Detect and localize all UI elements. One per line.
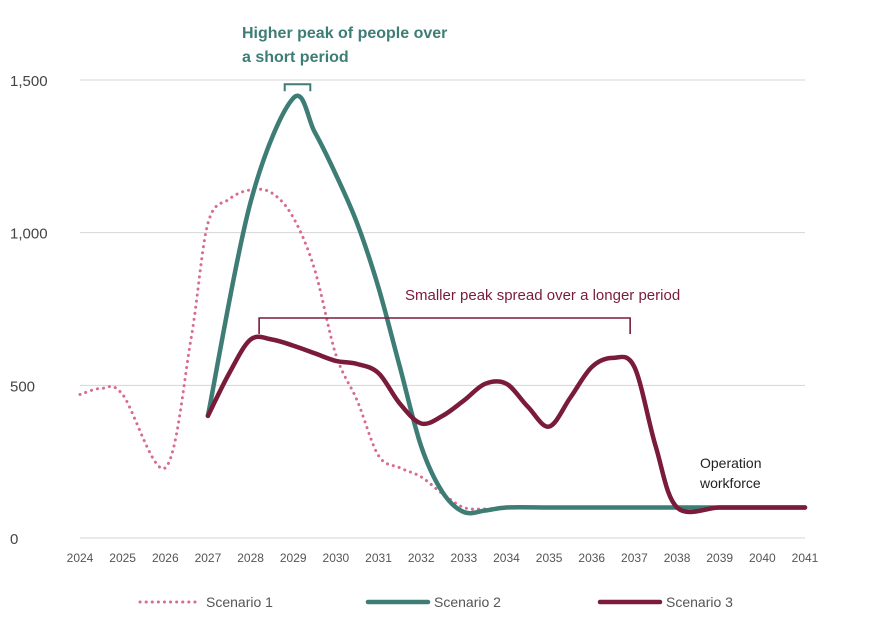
smaller-peak-annotation: Smaller peak spread over a longer period: [405, 287, 680, 304]
scenario-1-line: [78, 187, 508, 511]
x-tick-label-2036: 2036: [578, 551, 605, 565]
higher-peak-annotation-line-1: Higher peak of people over: [242, 25, 447, 42]
x-tick-label-2035: 2035: [536, 551, 563, 565]
x-tick-label-2026: 2026: [152, 551, 179, 565]
x-tick-label-2034: 2034: [493, 551, 520, 565]
y-tick-label-500: 500: [10, 378, 35, 395]
annotations: Higher peak of people over a short perio…: [242, 25, 761, 491]
x-tick-label-2027: 2027: [195, 551, 222, 565]
x-tick-label-2033: 2033: [450, 551, 477, 565]
x-tick-label-2032: 2032: [408, 551, 435, 565]
smaller-peak-bracket: [258, 317, 631, 334]
gridlines: [80, 79, 805, 539]
scenario-2-line: [205, 93, 808, 516]
series-lines: [78, 93, 808, 516]
x-tick-label-2040: 2040: [749, 551, 776, 565]
x-tick-label-2029: 2029: [280, 551, 307, 565]
legend-label-scenario-1: Scenario 1: [206, 594, 273, 610]
x-tick-label-2025: 2025: [109, 551, 136, 565]
x-tick-label-2028: 2028: [237, 551, 264, 565]
legend: Scenario 1 Scenario 2 Scenario 3: [138, 594, 733, 610]
x-tick-label-2038: 2038: [664, 551, 691, 565]
y-axis-tick-labels: 0 500 1,000 1,500: [10, 73, 48, 548]
operation-workforce-label-line-2: workforce: [699, 475, 761, 491]
scenario-3-line: [205, 334, 808, 515]
higher-peak-annotation-line-2: a short period: [242, 49, 349, 66]
x-axis-tick-labels: 2024 2025 2026 2027 2028 2029 2030 2031 2032 2033…: [67, 551, 819, 565]
higher-peak-bracket: [283, 83, 312, 92]
x-tick-label-2041: 2041: [792, 551, 819, 565]
operation-workforce-label-line-1: Operation: [700, 455, 761, 471]
y-tick-label-1500: 1,500: [10, 73, 48, 90]
y-tick-label-1000: 1,000: [10, 226, 48, 243]
x-tick-label-2037: 2037: [621, 551, 648, 565]
x-tick-label-2031: 2031: [365, 551, 392, 565]
x-tick-label-2024: 2024: [67, 551, 94, 565]
x-tick-label-2030: 2030: [323, 551, 350, 565]
y-tick-label-0: 0: [10, 531, 18, 548]
x-tick-label-2039: 2039: [706, 551, 733, 565]
legend-label-scenario-3: Scenario 3: [666, 594, 733, 610]
legend-label-scenario-2: Scenario 2: [434, 594, 501, 610]
